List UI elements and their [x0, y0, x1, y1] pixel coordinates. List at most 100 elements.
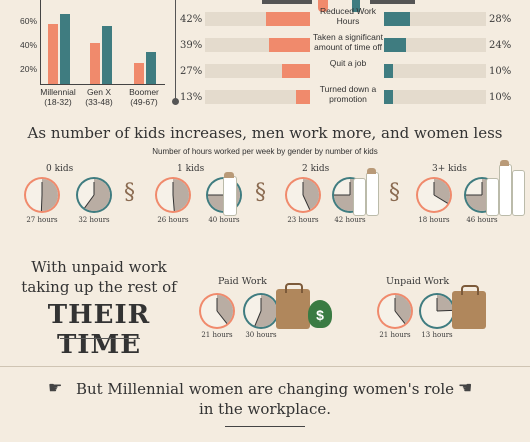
briefcase-handle [461, 285, 479, 295]
briefcase-handle [285, 283, 303, 293]
bar-women [269, 38, 310, 52]
kids-group-label: 1 kids [177, 164, 205, 174]
bar-women [281, 64, 310, 78]
swirl-ornament: § [389, 180, 400, 205]
bottle-icon [353, 178, 366, 216]
unpaid-work-label: Unpaid Work [386, 276, 450, 287]
career-row-label: Turned down a promotion [319, 84, 377, 104]
bar-men [384, 64, 394, 78]
man-icon [352, 0, 360, 12]
track-women [205, 90, 310, 104]
clock-women [199, 293, 235, 329]
bar-men [384, 12, 410, 26]
track-men [384, 38, 486, 52]
kids-group-label: 3+ kids [432, 164, 467, 174]
hours-label: 23 hours [287, 216, 319, 224]
clock-women [416, 177, 452, 213]
pointing-hand-left-icon: ☛ [48, 378, 63, 397]
clock-men [243, 293, 279, 329]
clock-women [155, 177, 191, 213]
hours-label: 18 hours [418, 216, 450, 224]
bottle-cap-icon [500, 160, 509, 166]
track-men [384, 64, 486, 78]
hours-label: 46 hours [466, 216, 498, 224]
bar-women [134, 63, 144, 84]
bar-women [90, 43, 100, 84]
hours-label: 26 hours [157, 216, 189, 224]
percent-men: 10% [489, 92, 512, 103]
bar-women [48, 24, 58, 84]
bottle-icon [486, 178, 499, 216]
clock-women [24, 177, 60, 213]
bottle-cap-icon [224, 172, 234, 178]
x-category-label: Gen X (33-48) [85, 87, 113, 107]
hours-label: 30 hours [245, 331, 277, 339]
track-men [384, 90, 486, 104]
y-axis [40, 0, 41, 84]
x-category-label: Millennial (18-32) [40, 87, 76, 107]
clock-men [419, 293, 455, 329]
bottle-icon [366, 172, 379, 216]
clock-women [285, 177, 321, 213]
bottle-icon [499, 164, 512, 216]
bar-men [60, 14, 70, 84]
bar-men [384, 90, 394, 104]
divider-vertical [175, 0, 176, 100]
generation-chart: 60% 40% 20% Millennial (18-32) Gen X (33-4… [0, 0, 170, 110]
percent-women: 39% [180, 40, 203, 51]
clock-women [377, 293, 413, 329]
bar-men [384, 38, 407, 52]
percent-men: 24% [489, 40, 512, 51]
hours-label: 40 hours [208, 216, 240, 224]
unpaid-heading-line1: With unpaid work [31, 258, 167, 276]
divider-ornament [172, 98, 179, 105]
kids-group-label: 2 kids [302, 164, 330, 174]
unpaid-heading-line2: taking up the rest of [21, 278, 177, 296]
hours-label: 21 hours [379, 331, 411, 339]
y-tick-label: 60% [20, 16, 38, 26]
swirl-ornament: § [255, 180, 266, 205]
footer-flourish [225, 426, 305, 427]
career-row-label: Reduced Work Hours [319, 6, 377, 26]
woman-icon [318, 0, 328, 12]
percent-women: 27% [180, 66, 203, 77]
footer-divider [0, 366, 530, 367]
hours-label: 21 hours [201, 331, 233, 339]
footer-line1: But Millennial women are changing women'… [75, 380, 455, 398]
bar-women [266, 12, 310, 26]
career-row-label: Quit a job [329, 58, 367, 68]
briefcase-icon [452, 291, 486, 329]
x-axis [40, 84, 165, 85]
hours-label: 13 hours [421, 331, 453, 339]
percent-women: 13% [180, 92, 203, 103]
percent-women: 42% [180, 14, 203, 25]
swirl-ornament: § [124, 180, 135, 205]
percent-men: 28% [489, 14, 512, 25]
briefcase-icon [276, 289, 310, 329]
bottle-icon [512, 170, 525, 216]
clock-men [76, 177, 112, 213]
bar-men [146, 52, 156, 84]
career-row-label: Taken a significant amount of time off [313, 32, 383, 52]
hours-label: 32 hours [78, 216, 110, 224]
kids-subtitle: Number of hours worked per week by gende… [152, 147, 378, 156]
bottle-cap-icon [367, 168, 376, 174]
hours-label: 27 hours [26, 216, 58, 224]
header-strip-men [370, 0, 415, 4]
kids-title: As number of kids increases, men work mo… [27, 124, 503, 142]
heading-flourish [60, 338, 140, 339]
kids-group-label: 0 kids [46, 164, 74, 174]
y-tick-label: 20% [20, 64, 38, 74]
x-category-label: Boomer (49-67) [129, 87, 159, 107]
y-tick-label: 40% [20, 40, 38, 50]
footer-line2: in the workplace. [198, 400, 332, 418]
unpaid-heading-line3: THEIR TIME [47, 300, 151, 360]
hours-label: 42 hours [334, 216, 366, 224]
percent-men: 10% [489, 66, 512, 77]
bar-men [102, 26, 112, 84]
header-strip-women [262, 0, 312, 4]
bar-women [296, 90, 310, 104]
bottle-icon [223, 176, 237, 216]
money-bag-icon: $ [308, 300, 332, 328]
paid-work-label: Paid Work [218, 276, 267, 287]
